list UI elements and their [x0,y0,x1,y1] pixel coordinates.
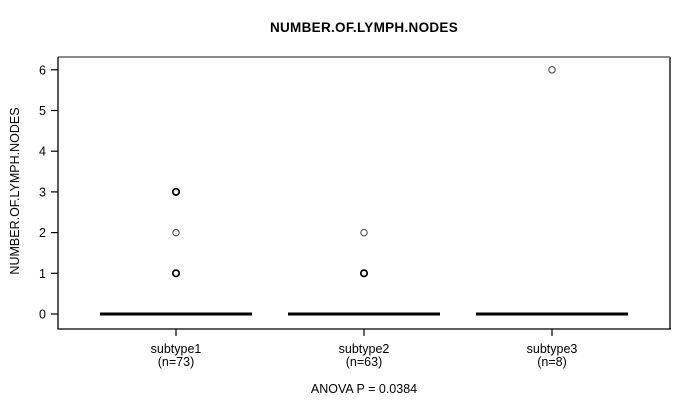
chart-title: NUMBER.OF.LYMPH.NODES [269,20,459,35]
x-group-sublabel: (n=63) [346,355,382,369]
y-tick-label: 6 [39,63,46,77]
x-group-sublabel: (n=73) [158,355,194,369]
median-bar [288,312,440,316]
x-group-label: subtype3 [527,342,578,356]
y-tick-label: 4 [39,145,46,159]
outlier-point [171,187,181,196]
y-tick-label: 2 [39,226,46,240]
y-tick-label: 0 [39,308,46,322]
median-bar [100,312,252,316]
outlier-point [172,228,180,237]
anova-annotation: ANOVA P = 0.0384 [310,382,418,396]
x-group-label: subtype2 [339,342,390,356]
outlier-point [359,269,369,278]
median-bar [476,312,628,316]
y-tick-label: 1 [39,267,46,281]
y-tick-label: 3 [39,185,46,199]
x-group-label: subtype1 [151,342,202,356]
outlier-point [360,228,368,237]
y-tick-label: 5 [39,104,46,118]
outlier-point [548,66,556,74]
outlier-point [171,269,181,278]
x-group-sublabel: (n=8) [537,355,567,369]
